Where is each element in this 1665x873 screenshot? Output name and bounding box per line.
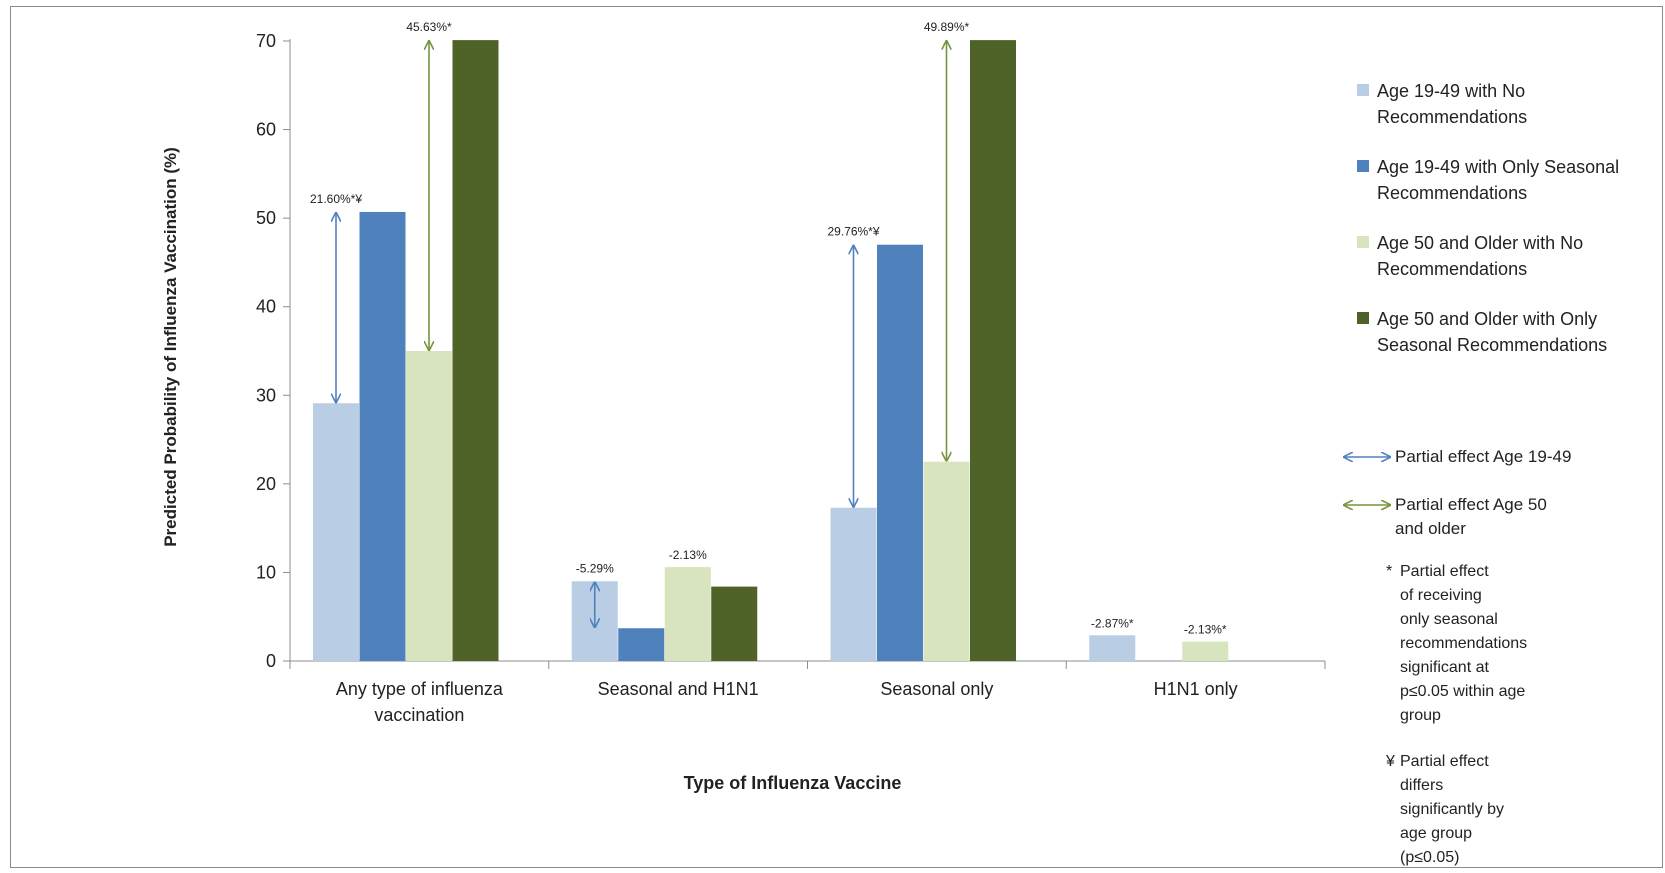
note-yen-symbol: ¥ [1386, 753, 1395, 770]
x-tick-label: Any type of influenza vaccination [336, 679, 504, 725]
double-arrow-blue-icon [1340, 450, 1395, 464]
legend-item: Age 50 and Older with No Recommendations [1355, 230, 1655, 282]
note-star-line: p≤0.05 within age [1400, 683, 1526, 700]
data-label: 49.89%* [924, 20, 970, 34]
legend-swatch [1357, 312, 1369, 324]
y-tick-label: 10 [256, 562, 276, 582]
y-tick-label: 50 [256, 208, 276, 228]
chart-frame [10, 6, 1663, 868]
y-tick-label: 70 [256, 31, 276, 51]
legend-swatch [1357, 84, 1369, 96]
note-star-line: only seasonal [1400, 611, 1498, 628]
note-yen-line: age group [1400, 825, 1473, 842]
bar [830, 507, 877, 661]
note-star-line: significant at [1400, 659, 1489, 676]
legend-label: Age 50 and Older with Only Seasonal Reco… [1377, 309, 1608, 355]
y-tick-label: 0 [266, 651, 276, 671]
note-star-symbol: * [1386, 563, 1393, 580]
bar [452, 40, 499, 662]
legend-arrow-19-49-label: Partial effect Age 19-49 [1395, 447, 1572, 466]
note-star-line: group [1400, 707, 1441, 724]
note-yen-line: differs [1400, 777, 1444, 794]
bar [923, 461, 970, 661]
y-tick-label: 40 [256, 297, 276, 317]
legend-label: Age 50 and Older with No Recommendations [1377, 233, 1584, 279]
x-tick-label: H1N1 only [1154, 679, 1238, 699]
x-tick-label: Seasonal only [880, 679, 993, 699]
y-tick-label: 30 [256, 385, 276, 405]
data-label: -5.29% [576, 561, 614, 575]
note-star-line: of receiving [1400, 587, 1482, 604]
legend-swatch [1357, 236, 1369, 248]
data-label: 29.76%*¥ [827, 225, 879, 239]
note-yen-line: Partial effect [1400, 753, 1489, 770]
legend-label: Age 19-49 with No Recommendations [1377, 81, 1528, 127]
double-arrow-green-icon [1340, 498, 1395, 512]
y-axis-title: Predicted Probability of Influenza Vacci… [161, 147, 180, 547]
note-significance: * Partial effect of receiving only seaso… [1386, 560, 1527, 728]
legend-item: Age 50 and Older with Only Seasonal Reco… [1355, 306, 1655, 358]
x-tick-label: Seasonal and H1N1 [598, 679, 759, 699]
legend-label: Age 19-49 with Only Seasonal Recommendat… [1377, 157, 1620, 203]
bar [618, 628, 665, 661]
bar [1182, 641, 1229, 661]
legend-item: Age 19-49 with Only Seasonal Recommendat… [1355, 154, 1655, 206]
bar [970, 40, 1016, 662]
bar [664, 567, 711, 661]
legend-arrow-50-label-2: and older [1395, 519, 1466, 538]
legend-item: Age 19-49 with No Recommendations [1355, 78, 1655, 130]
bar [1089, 635, 1136, 661]
data-label: -2.13% [669, 548, 707, 562]
note-yen-line: significantly by [1400, 801, 1505, 818]
note-yen-line: (p≤0.05) [1400, 849, 1460, 866]
data-label: -2.13%* [1184, 623, 1227, 637]
bar [877, 244, 923, 661]
bar [711, 586, 758, 661]
bar [406, 351, 452, 661]
y-tick-label: 20 [256, 474, 276, 494]
data-label: 21.60%*¥ [310, 192, 362, 206]
x-axis-title: Type of Influenza Vaccine [684, 773, 902, 793]
data-label: -2.87%* [1091, 616, 1134, 630]
y-tick-label: 60 [256, 120, 276, 140]
legend-swatch [1357, 160, 1369, 172]
note-star-line: recommendations [1400, 635, 1528, 652]
legend-arrow-50-label-1: Partial effect Age 50 [1395, 495, 1547, 514]
note-star-line: Partial effect [1400, 563, 1489, 580]
data-label: 45.63%* [406, 20, 452, 34]
bar [359, 211, 406, 661]
bar [313, 403, 359, 661]
legend: Age 19-49 with No Recommendations Age 19-… [1355, 78, 1655, 382]
note-age-difference: ¥ Partial effect differs significantly b… [1386, 750, 1504, 870]
